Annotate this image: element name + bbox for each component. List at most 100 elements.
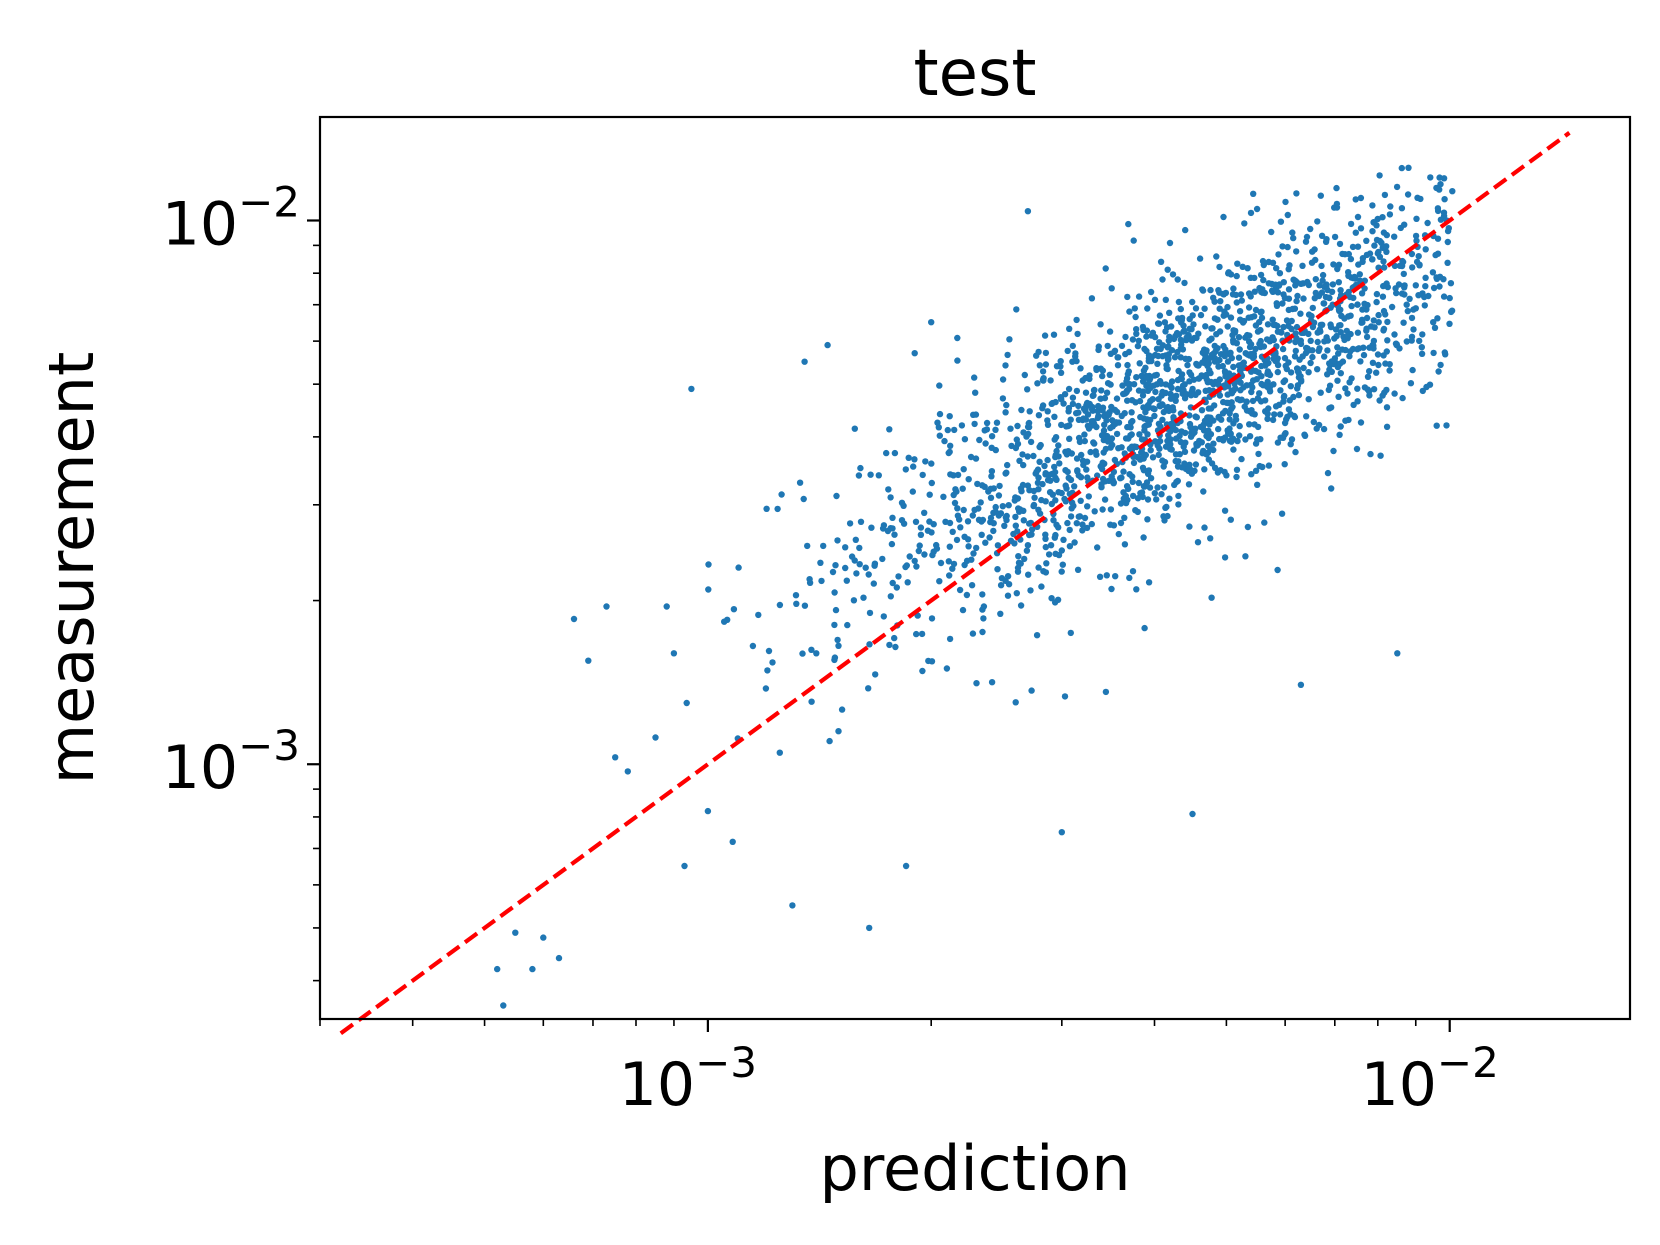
scatter-point	[1058, 421, 1065, 429]
scatter-point	[1236, 432, 1243, 439]
scatter-point	[902, 563, 909, 571]
scatter-point	[1384, 318, 1391, 326]
scatter-point	[1042, 543, 1050, 551]
scatter-point	[1079, 521, 1086, 528]
scatter-point	[1153, 371, 1161, 379]
scatter-point	[1035, 412, 1043, 419]
scatter-point	[946, 448, 953, 456]
scatter-point	[943, 665, 951, 672]
scatter-point	[1327, 321, 1334, 328]
scatter-point	[1415, 253, 1422, 260]
scatter-point	[1003, 401, 1010, 409]
scatter-point	[1435, 368, 1442, 375]
scatter-point	[835, 728, 842, 735]
scatter-point	[1144, 470, 1152, 477]
scatter-point	[1157, 345, 1164, 353]
scatter-point	[1028, 526, 1036, 533]
scatter-point	[1409, 366, 1416, 374]
scatter-point	[1048, 595, 1055, 602]
scatter-point	[1189, 312, 1196, 319]
scatter-point	[1073, 520, 1081, 527]
scatter-point	[1015, 553, 1022, 560]
scatter-point	[1230, 446, 1237, 453]
scatter-point	[1141, 345, 1148, 353]
scatter-point	[1261, 519, 1268, 526]
scatter-point	[1004, 461, 1011, 469]
scatter-point	[1066, 325, 1073, 332]
reference-line-layer	[339, 131, 1571, 1036]
scatter-point	[1364, 373, 1372, 380]
scatter-point	[1370, 345, 1377, 352]
scatter-point	[1207, 445, 1214, 453]
scatter-point	[1081, 431, 1088, 438]
scatter-point	[1317, 389, 1324, 396]
scatter-point	[1139, 392, 1147, 399]
scatter-point	[1198, 407, 1206, 414]
scatter-point	[832, 562, 839, 569]
scatter-point	[1080, 405, 1088, 412]
scatter-point	[1437, 181, 1444, 188]
scatter-point	[1070, 502, 1077, 510]
scatter-point	[1376, 253, 1384, 260]
scatter-point	[1219, 290, 1227, 298]
scatter-point	[1069, 394, 1077, 401]
scatter-point	[1315, 347, 1322, 354]
scatter-point	[1133, 443, 1140, 451]
scatter-point	[940, 493, 947, 500]
scatter-point	[893, 584, 900, 591]
scatter-point	[884, 527, 892, 535]
scatter-point	[1329, 281, 1337, 288]
scatter-point	[1295, 391, 1303, 399]
scatter-point	[994, 566, 1001, 573]
scatter-point	[1066, 526, 1073, 534]
scatter-point	[1052, 453, 1059, 461]
scatter-point	[1307, 337, 1314, 344]
scatter-point	[1131, 305, 1139, 312]
scatter-point	[1101, 496, 1109, 503]
scatter-point	[1433, 422, 1440, 429]
scatter-point	[1168, 392, 1176, 400]
scatter-point	[1384, 337, 1391, 344]
scatter-point	[1447, 280, 1455, 287]
scatter-point	[721, 618, 728, 625]
scatter-point	[1383, 243, 1390, 250]
scatter-point	[1073, 410, 1080, 417]
scatter-point	[1186, 420, 1194, 428]
scatter-point	[1281, 461, 1288, 468]
scatter-point	[1238, 297, 1246, 304]
scatter-point	[952, 486, 959, 493]
scatter-point	[1409, 264, 1416, 271]
scatter-point	[1405, 164, 1412, 171]
scatter-point	[951, 499, 959, 507]
scatter-point	[1412, 282, 1420, 289]
scatter-point	[1071, 483, 1078, 490]
scatter-point	[1114, 354, 1121, 361]
scatter-point	[1099, 506, 1106, 513]
scatter-point	[1234, 437, 1241, 445]
scatter-point	[1254, 481, 1261, 488]
scatter-point	[1387, 203, 1394, 210]
scatter-point	[1074, 566, 1082, 573]
scatter-point	[1349, 243, 1357, 251]
scatter-point	[1020, 517, 1027, 524]
scatter-point	[1256, 318, 1263, 326]
scatter-point	[1083, 466, 1090, 473]
scatter-point	[1125, 485, 1132, 493]
scatter-point	[1280, 279, 1288, 286]
scatter-point	[1147, 288, 1155, 296]
scatter-point	[1383, 248, 1390, 255]
scatter-point	[1221, 434, 1229, 441]
scatter-point	[1133, 374, 1140, 381]
scatter-point	[1248, 314, 1255, 321]
scatter-point	[974, 480, 981, 488]
scatter-point	[1105, 411, 1112, 419]
scatter-point	[898, 517, 906, 524]
scatter-point	[1342, 417, 1349, 424]
scatter-point	[1191, 429, 1198, 436]
scatter-point	[1106, 371, 1114, 378]
scatter-point	[1135, 337, 1143, 344]
scatter-point	[1268, 228, 1275, 236]
scatter-point	[1098, 465, 1106, 473]
scatter-point	[1157, 380, 1165, 387]
scatter-point	[961, 436, 969, 443]
